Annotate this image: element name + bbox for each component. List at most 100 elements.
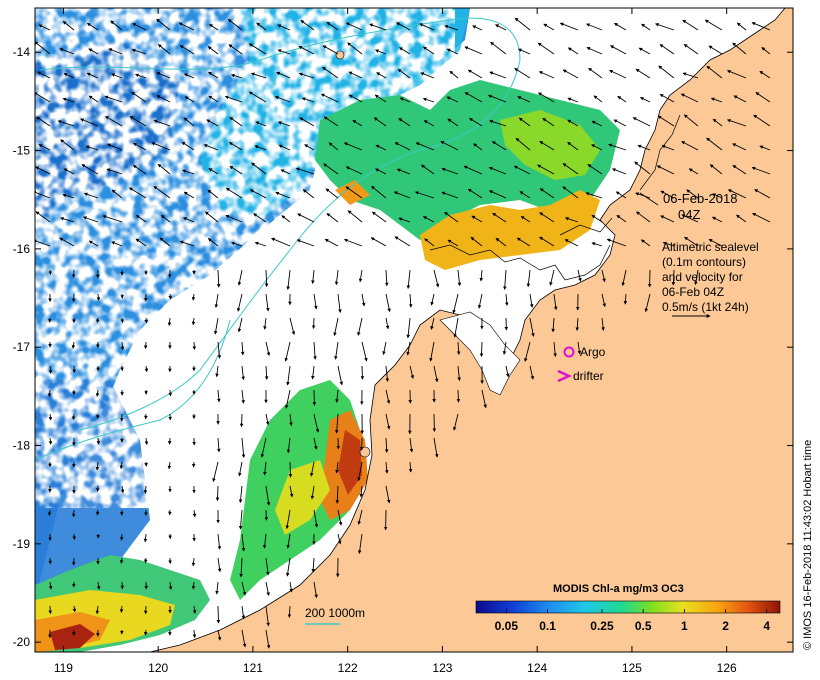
velocity-arrow [491, 141, 507, 151]
velocity-arrow [613, 119, 627, 127]
velocity-arrow [382, 341, 387, 355]
velocity-arrow [215, 365, 219, 378]
velocity-arrow [313, 437, 318, 450]
velocity-arrow [48, 581, 53, 590]
velocity-arrow [106, 168, 123, 175]
velocity-arrow [217, 389, 221, 403]
velocity-arrow [208, 95, 219, 103]
velocity-arrow [59, 48, 75, 55]
velocity-arrow [588, 67, 603, 79]
velocity-arrow [360, 365, 365, 380]
velocity-arrow [119, 461, 124, 470]
colorbar-tick-label: 4 [763, 619, 770, 633]
velocity-arrow [751, 166, 771, 175]
velocity-arrow [639, 97, 651, 103]
velocity-arrow [144, 437, 149, 445]
velocity-arrow [238, 485, 243, 504]
velocity-arrow [567, 141, 579, 151]
velocity-arrow [429, 341, 435, 362]
velocity-arrow [374, 94, 387, 103]
velocity-arrow [119, 557, 124, 564]
velocity-arrow [487, 94, 507, 103]
velocity-arrow [207, 46, 219, 55]
velocity-arrow [311, 365, 315, 380]
velocity-arrow [88, 240, 99, 247]
velocity-arrow [143, 485, 148, 494]
velocity-arrow [408, 293, 413, 308]
argo-symbol [563, 346, 575, 358]
velocity-arrow [537, 164, 555, 175]
velocity-arrow [38, 144, 51, 151]
velocity-arrow [192, 605, 197, 614]
velocity-arrow [111, 73, 123, 79]
velocity-arrow [241, 581, 247, 596]
velocity-arrow [732, 42, 747, 55]
velocity-arrow [214, 293, 219, 308]
velocity-arrow [529, 365, 535, 380]
velocity-arrow [657, 115, 675, 127]
velocity-arrow [47, 389, 52, 398]
velocity-arrow [208, 24, 219, 31]
velocity-arrow [732, 143, 747, 151]
velocity-arrow [135, 238, 147, 247]
velocity-arrow [238, 509, 243, 530]
velocity-arrow [422, 46, 435, 55]
velocity-arrow [539, 141, 555, 151]
velocity-arrow [263, 461, 267, 476]
velocity-arrow [191, 461, 196, 468]
lon-tick-label: 124 [527, 661, 547, 675]
velocity-arrow [518, 117, 531, 127]
velocity-arrow [253, 213, 267, 223]
colorbar: MODIS Chl-a mg/m3 OC3 0.05 0.1 0.25 0.5 1 2 4 [475, 583, 781, 633]
velocity-arrow [72, 605, 77, 613]
lat-tick-label: -14 [13, 45, 31, 59]
velocity-arrow [490, 41, 507, 55]
velocity-arrow [375, 168, 387, 175]
velocity-arrow [385, 413, 391, 430]
velocity-arrow [343, 238, 363, 247]
velocity-arrow [755, 92, 771, 103]
velocity-arrow [519, 191, 531, 199]
velocity-arrow [251, 162, 267, 175]
velocity-arrow [759, 145, 771, 151]
velocity-arrow [712, 118, 723, 127]
velocity-arrow [396, 22, 411, 31]
velocity-arrow [467, 69, 483, 79]
velocity-arrow [726, 70, 747, 79]
velocity-arrow [468, 117, 483, 127]
altimetry-annotation: Altimetric sealevel (0.1m contours) and … [662, 240, 759, 318]
velocity-arrow [470, 236, 483, 247]
velocity-arrow [591, 120, 603, 127]
velocity-arrow [228, 142, 243, 151]
velocity-arrow [313, 581, 318, 599]
velocity-arrow [86, 72, 99, 79]
velocity-arrow [464, 46, 483, 55]
velocity-arrow [337, 533, 342, 545]
velocity-arrow [503, 269, 507, 290]
velocity-arrow [144, 317, 148, 324]
velocity-arrow [591, 144, 603, 151]
velocity-arrow [564, 217, 579, 223]
velocity-arrow [591, 214, 603, 223]
alt-line5: 0.5m/s (1kt 24h) [662, 300, 749, 314]
velocity-arrow [352, 120, 363, 127]
velocity-arrow [375, 144, 387, 151]
velocity-arrow [59, 237, 75, 247]
velocity-arrow [502, 341, 507, 355]
velocity-arrow [376, 72, 387, 79]
velocity-arrow [415, 142, 435, 151]
velocity-arrow [520, 216, 531, 223]
velocity-arrow [265, 293, 270, 312]
velocity-arrow [686, 189, 699, 199]
velocity-arrow [505, 293, 509, 306]
velocity-arrow [659, 44, 675, 55]
velocity-arrow [254, 241, 267, 247]
velocity-arrow [759, 70, 771, 79]
velocity-arrow [446, 48, 459, 55]
velocity-arrow [215, 581, 219, 595]
velocity-arrow [473, 143, 483, 151]
velocity-arrow [311, 317, 316, 329]
velocity-arrow [182, 217, 195, 223]
velocity-arrow [38, 24, 51, 31]
